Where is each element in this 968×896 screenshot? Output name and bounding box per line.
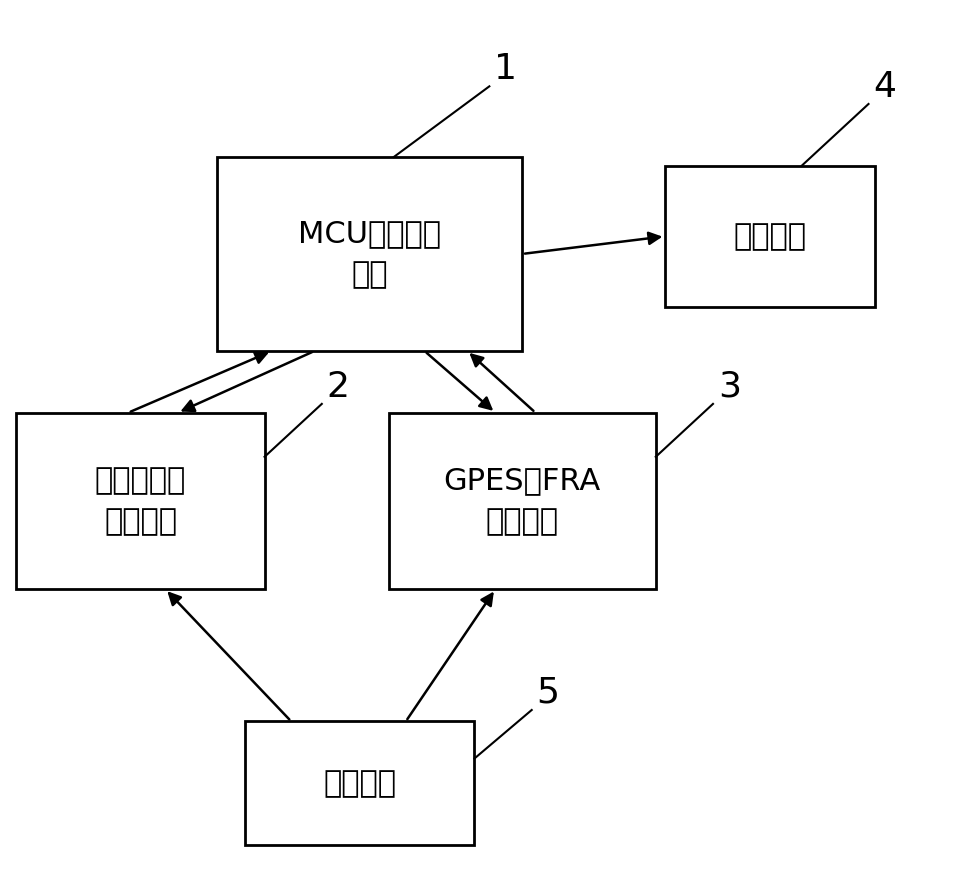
Text: 1: 1 xyxy=(494,52,517,86)
Text: 3: 3 xyxy=(717,370,741,404)
Text: 电池模块: 电池模块 xyxy=(323,769,397,797)
Text: 显示模块: 显示模块 xyxy=(734,222,806,251)
Bar xyxy=(388,413,655,590)
Text: 电压和电流
检测模块: 电压和电流 检测模块 xyxy=(95,466,186,536)
Text: 4: 4 xyxy=(873,70,896,104)
Text: 5: 5 xyxy=(536,676,560,710)
Text: 2: 2 xyxy=(326,370,349,404)
Bar xyxy=(665,166,875,306)
Text: GPES和FRA
检测模块: GPES和FRA 检测模块 xyxy=(443,466,601,536)
Bar xyxy=(16,413,264,590)
Bar xyxy=(217,157,522,351)
Bar xyxy=(246,721,474,845)
Text: MCU中央控制
模块: MCU中央控制 模块 xyxy=(298,220,441,289)
